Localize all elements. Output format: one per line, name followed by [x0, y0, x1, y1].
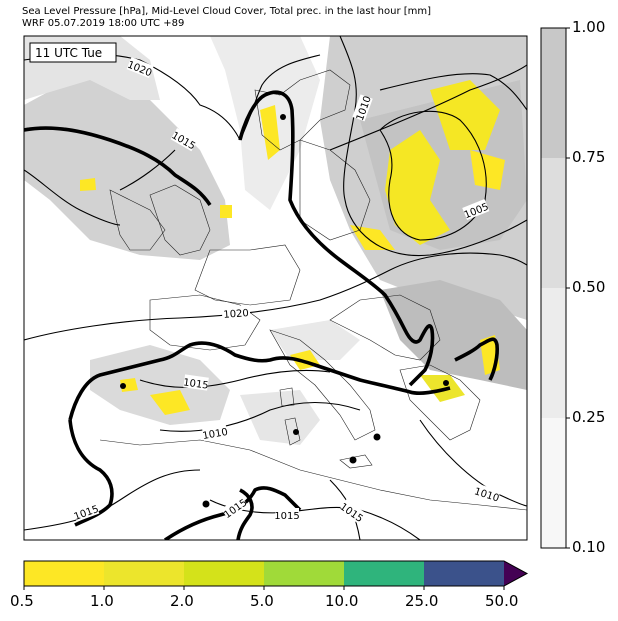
- cloud-area: [24, 70, 230, 260]
- coastline: [194, 244, 301, 306]
- precip-area: [260, 105, 280, 160]
- coastline: [254, 69, 351, 151]
- precip-bin: [344, 561, 424, 586]
- precip-area: [385, 130, 450, 245]
- precip-area: [470, 150, 505, 190]
- isobar-line: [139, 369, 331, 388]
- cloud-bin: [541, 418, 566, 548]
- coastline: [279, 387, 295, 407]
- time-label: 11 UTC Tue: [35, 46, 102, 60]
- cloud-bin: [541, 158, 566, 288]
- pressure-cell: [293, 429, 299, 435]
- precip-tick-label: 1.0: [90, 592, 114, 610]
- coastline: [109, 189, 166, 251]
- cloud-tick-label: 0.10: [572, 538, 606, 556]
- precip-bin: [24, 561, 104, 586]
- coastlines: [99, 69, 527, 511]
- pressure-cell: [280, 114, 286, 120]
- precip-bin: [184, 561, 264, 586]
- cloud-bin: [541, 28, 566, 158]
- isobar-label: 1010: [202, 427, 229, 442]
- pressure-cell: [349, 456, 357, 464]
- cloud-tick-label: 1.00: [572, 18, 606, 36]
- map-subtitle: WRF 05.07.2019 18:00 UTC +89: [22, 18, 185, 29]
- coastline: [284, 417, 301, 446]
- isobar-line: [24, 169, 121, 226]
- cloud-bin: [541, 288, 566, 418]
- pressure-cell: [443, 380, 449, 386]
- coastline: [339, 454, 373, 469]
- coastline: [329, 294, 441, 361]
- precip-area: [220, 205, 232, 218]
- pressure-cell: [202, 500, 210, 508]
- precip-area: [150, 390, 190, 415]
- precip-bin: [424, 561, 504, 586]
- cloud-area: [270, 320, 360, 360]
- time-box: [29, 42, 117, 63]
- isobar-line: [239, 54, 321, 141]
- cloud-tick-label: 0.75: [572, 148, 606, 166]
- thick-isobar-line: [164, 486, 302, 540]
- precipitation-layer: [80, 80, 505, 415]
- thick-isobars: [24, 90, 499, 540]
- coastline: [399, 364, 481, 441]
- precip-bin: [104, 561, 184, 586]
- isobars: [24, 36, 527, 540]
- coastline: [149, 184, 211, 256]
- thick-isobar-line: [68, 341, 451, 421]
- precip-tick-label: 50.0: [485, 592, 519, 610]
- precip-tick-label: 0.5: [10, 592, 34, 610]
- pressure-cell: [120, 383, 126, 389]
- cloud-colorbar: [540, 27, 570, 549]
- isobar-line: [379, 73, 527, 111]
- cloud-tick-label: 0.50: [572, 278, 606, 296]
- map-title: Sea Level Pressure [hPa], Mid-Level Clou…: [22, 6, 432, 17]
- precip-tick-label: 2.0: [170, 592, 194, 610]
- precip-tick-label: 10.0: [325, 592, 359, 610]
- precip-area: [80, 178, 96, 191]
- coastline: [99, 439, 527, 511]
- isobar-line: [339, 36, 527, 257]
- precip-tick-label: 5.0: [250, 592, 274, 610]
- precip-area: [430, 80, 500, 150]
- thick-isobar-line: [68, 419, 114, 527]
- pressure-cells: [120, 114, 449, 508]
- isobar-line: [209, 499, 421, 540]
- cloud-tick-label: 0.25: [572, 408, 606, 426]
- isobar-line: [329, 64, 527, 151]
- coastline: [269, 329, 376, 441]
- isobar-line: [119, 149, 176, 191]
- isobar-label: 1020: [223, 308, 249, 321]
- pressure-cell: [373, 433, 381, 441]
- thick-isobar-line: [454, 337, 499, 381]
- map-frame: [23, 35, 528, 541]
- isobar-line: [379, 110, 487, 241]
- thick-isobar-line: [236, 488, 254, 540]
- precip-colorbar: [23, 560, 529, 590]
- precip-bin: [264, 561, 344, 586]
- isobar-line: [24, 252, 527, 341]
- thick-isobar-line: [24, 126, 212, 207]
- isobar-line: [159, 401, 361, 432]
- thick-isobar-line: [238, 90, 435, 387]
- coastline: [149, 294, 261, 351]
- isobar-line: [24, 469, 201, 531]
- isobar-label: 1015: [182, 377, 209, 391]
- isobar-labels: 1020 1015 1010 1005 1020 1015: [72, 57, 501, 525]
- precip-arrow: [504, 561, 527, 586]
- precip-area: [350, 225, 395, 250]
- precip-tick-label: 25.0: [405, 592, 439, 610]
- isobar-label: 1015: [274, 511, 299, 522]
